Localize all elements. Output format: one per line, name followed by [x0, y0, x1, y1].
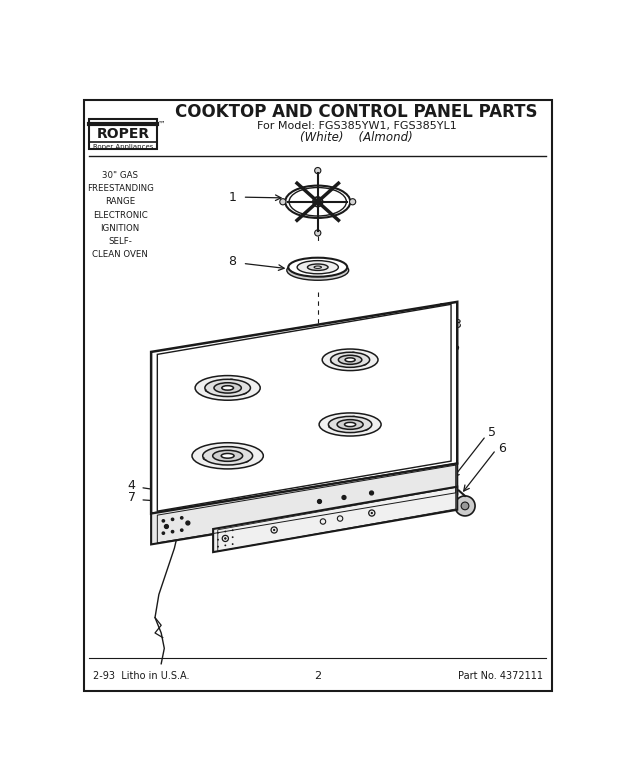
Circle shape	[371, 512, 373, 514]
Text: 5: 5	[488, 426, 496, 439]
Ellipse shape	[329, 417, 372, 432]
Circle shape	[180, 517, 183, 519]
Text: 6: 6	[498, 442, 506, 455]
Text: For Model: FGS385YW1, FGS385YL1: For Model: FGS385YW1, FGS385YL1	[257, 121, 456, 132]
Ellipse shape	[222, 386, 234, 390]
Ellipse shape	[205, 379, 250, 396]
Ellipse shape	[203, 446, 252, 465]
Circle shape	[217, 546, 219, 547]
Ellipse shape	[285, 186, 350, 218]
Polygon shape	[213, 487, 458, 552]
Circle shape	[273, 529, 275, 531]
Circle shape	[186, 521, 190, 525]
Circle shape	[224, 544, 226, 547]
Ellipse shape	[289, 188, 347, 216]
Text: 2: 2	[438, 301, 446, 315]
Text: 30" GAS
FREESTANDING
RANGE
ELECTRONIC
IGNITION
SELF-
CLEAN OVEN: 30" GAS FREESTANDING RANGE ELECTRONIC IG…	[87, 171, 154, 259]
Text: Roper Appliances: Roper Appliances	[93, 144, 153, 150]
Circle shape	[164, 525, 169, 529]
Text: COOKTOP AND CONTROL PANEL PARTS: COOKTOP AND CONTROL PANEL PARTS	[175, 103, 538, 121]
Text: 8: 8	[229, 255, 236, 269]
Circle shape	[217, 532, 219, 534]
Circle shape	[342, 496, 346, 500]
Ellipse shape	[330, 352, 370, 367]
Text: (White)    (Almond): (White) (Almond)	[300, 132, 413, 144]
Ellipse shape	[297, 261, 339, 274]
Circle shape	[217, 539, 219, 540]
Ellipse shape	[308, 264, 328, 270]
Text: 3: 3	[453, 319, 461, 331]
Text: ROPER: ROPER	[97, 127, 150, 141]
Circle shape	[461, 502, 469, 510]
Ellipse shape	[345, 358, 355, 362]
Ellipse shape	[339, 355, 362, 364]
Ellipse shape	[288, 258, 347, 276]
Circle shape	[224, 531, 226, 532]
Bar	[89, 119, 157, 149]
Circle shape	[314, 230, 321, 236]
Text: ™: ™	[158, 121, 166, 129]
Ellipse shape	[322, 349, 378, 370]
Ellipse shape	[176, 490, 184, 495]
Circle shape	[317, 500, 321, 503]
Circle shape	[280, 199, 286, 205]
Circle shape	[313, 197, 322, 207]
Text: 2: 2	[314, 671, 321, 681]
Ellipse shape	[448, 345, 459, 352]
Circle shape	[224, 537, 226, 539]
Circle shape	[171, 531, 174, 532]
Text: Part No. 4372111: Part No. 4372111	[458, 671, 542, 681]
Ellipse shape	[319, 413, 381, 436]
Circle shape	[370, 491, 373, 495]
Circle shape	[232, 536, 234, 538]
Circle shape	[232, 543, 234, 545]
Ellipse shape	[337, 420, 363, 429]
Circle shape	[180, 529, 183, 532]
Circle shape	[162, 520, 164, 522]
Circle shape	[314, 168, 321, 174]
Polygon shape	[151, 464, 458, 544]
Text: 4: 4	[128, 478, 136, 492]
Ellipse shape	[214, 383, 241, 393]
Circle shape	[455, 496, 475, 516]
Circle shape	[350, 199, 356, 205]
Text: 2-93  Litho in U.S.A.: 2-93 Litho in U.S.A.	[93, 671, 190, 681]
Circle shape	[171, 518, 174, 521]
Circle shape	[177, 503, 183, 510]
Ellipse shape	[345, 422, 356, 427]
Ellipse shape	[314, 266, 321, 269]
Circle shape	[162, 532, 164, 534]
Circle shape	[224, 537, 226, 539]
Polygon shape	[151, 302, 458, 514]
Ellipse shape	[213, 450, 242, 461]
Ellipse shape	[287, 260, 348, 280]
Text: 1: 1	[229, 190, 236, 204]
Text: 7: 7	[128, 491, 136, 504]
Ellipse shape	[195, 376, 260, 400]
Circle shape	[232, 529, 234, 531]
Ellipse shape	[221, 453, 234, 458]
Ellipse shape	[192, 442, 264, 469]
